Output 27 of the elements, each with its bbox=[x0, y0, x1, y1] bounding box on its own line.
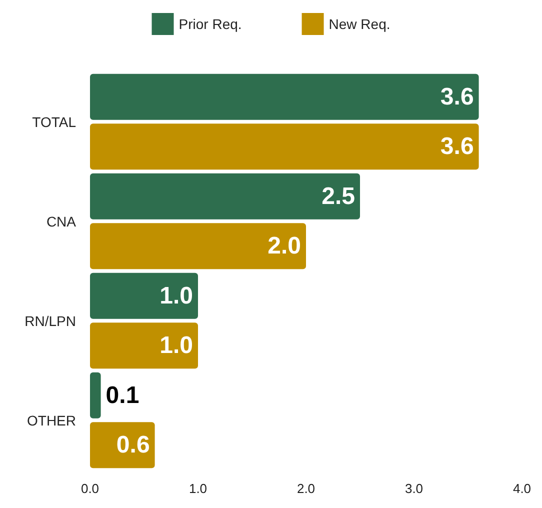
data-label: 1.0 bbox=[160, 282, 193, 310]
bar bbox=[90, 223, 306, 270]
data-label: 3.6 bbox=[440, 133, 474, 160]
bar bbox=[90, 124, 479, 170]
y-tick-label: TOTAL bbox=[32, 114, 76, 130]
bar bbox=[90, 422, 155, 468]
data-label: 2.5 bbox=[322, 182, 355, 210]
data-label: 3.6 bbox=[440, 83, 474, 110]
y-tick-label: RN/LPN bbox=[24, 312, 76, 329]
data-label: 0.1 bbox=[106, 382, 140, 409]
data-label: 1.0 bbox=[160, 332, 193, 360]
y-tick-label: CNA bbox=[46, 213, 77, 230]
x-tick-label: 0.0 bbox=[80, 481, 100, 496]
bar bbox=[90, 173, 360, 220]
x-tick-label: 4.0 bbox=[512, 481, 532, 496]
bar bbox=[90, 322, 198, 369]
data-label: 2.0 bbox=[268, 232, 301, 260]
x-tick-label: 1.0 bbox=[188, 481, 208, 496]
bar bbox=[90, 372, 101, 418]
legend-label: Prior Req. bbox=[178, 16, 242, 32]
data-label: 0.6 bbox=[116, 432, 150, 459]
bar bbox=[90, 272, 198, 319]
x-tick-label: 2.0 bbox=[296, 481, 316, 496]
y-tick-label: OTHER bbox=[27, 412, 76, 428]
bar bbox=[90, 74, 479, 120]
x-tick-label: 3.0 bbox=[404, 481, 424, 496]
legend-label: New Req. bbox=[328, 16, 390, 32]
